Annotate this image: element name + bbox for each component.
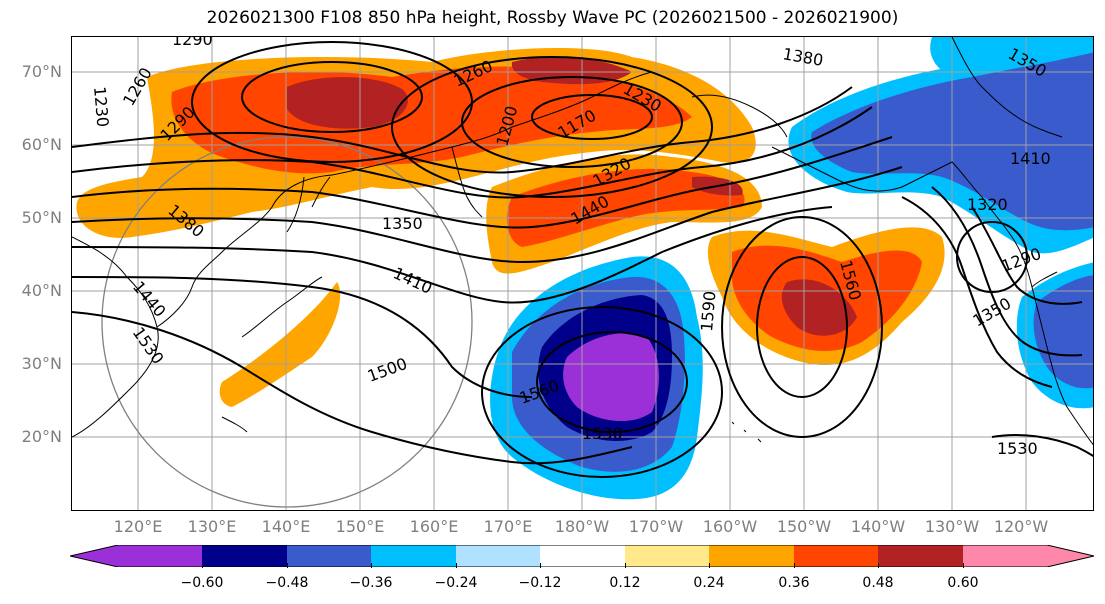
- contour-label: 1440: [129, 277, 170, 320]
- lat-label-70: 70°N: [21, 62, 62, 81]
- lon-label-150e: 150°E: [335, 517, 385, 536]
- colorbar-segment: [371, 545, 456, 567]
- contour-label: 1380: [781, 44, 824, 70]
- contour-label: 1530: [997, 439, 1038, 458]
- colorbar-tick-mark: [540, 563, 541, 568]
- colorbar-tick-mark: [963, 563, 964, 568]
- lat-label-30: 30°N: [21, 354, 62, 373]
- lon-label-160e: 160°E: [409, 517, 459, 536]
- lat-label-50: 50°N: [21, 208, 62, 227]
- lon-label-150w: 150°W: [776, 517, 832, 536]
- lon-label-170e: 170°E: [483, 517, 533, 536]
- colorbar-segment: [287, 545, 371, 567]
- contour-label: 1410: [390, 263, 435, 297]
- colorbar-tick-mark: [878, 563, 879, 568]
- contour-label: 1230: [90, 86, 112, 128]
- contour-label: 1410: [1010, 149, 1051, 168]
- lat-label-40: 40°N: [21, 281, 62, 300]
- lon-label-180w: 180°W: [554, 517, 610, 536]
- lon-label-170w: 170°W: [628, 517, 684, 536]
- colorbar-segment: [709, 545, 794, 567]
- map-panel: 1290 1230 1260 1290 1260 1230 1200 1170 …: [71, 36, 1094, 511]
- negative-anomaly-light: [930, 37, 1093, 77]
- lon-label-130w: 130°W: [924, 517, 980, 536]
- chart-title: 2026021300 F108 850 hPa height, Rossby W…: [206, 8, 899, 28]
- colorbar-segment: [540, 545, 625, 567]
- colorbar-segment: [794, 545, 878, 567]
- lon-label-120w: 120°W: [993, 517, 1049, 536]
- colorbar-tick-mark: [371, 563, 372, 568]
- colorbar-tick-mark: [794, 563, 795, 568]
- lat-label-60: 60°N: [21, 135, 62, 154]
- colorbar-segment: [878, 545, 963, 567]
- contour-label: 1290: [172, 37, 213, 49]
- height-contours: [72, 41, 1093, 478]
- colorbar-tick-mark: [709, 563, 710, 568]
- lat-label-20: 20°N: [21, 427, 62, 446]
- positive-anomaly-siberia-peak: [287, 77, 408, 129]
- contour-label: 1530: [582, 424, 623, 443]
- map-svg: 1290 1230 1260 1290 1260 1230 1200 1170 …: [72, 37, 1093, 510]
- contour-label: 1590: [697, 290, 719, 332]
- positive-anomaly-goa-peak: [781, 279, 857, 336]
- contour-label: 1320: [967, 195, 1008, 214]
- colorbar-tick-label: 0.24: [693, 575, 725, 591]
- colorbar-tick-label: −0.60: [180, 575, 224, 591]
- colorbar: [70, 545, 1095, 567]
- colorbar-segment: [202, 545, 287, 567]
- colorbar-tick-label: −0.24: [434, 575, 478, 591]
- colorbar-tick-label: −0.36: [349, 575, 393, 591]
- colorbar-segments: [70, 545, 1094, 567]
- colorbar-tick-mark: [202, 563, 203, 568]
- colorbar-extend-min: [70, 545, 202, 567]
- colorbar-tick-label: 0.36: [778, 575, 810, 591]
- colorbar-outline: [70, 545, 1095, 567]
- colorbar-tick-label: −0.48: [265, 575, 309, 591]
- contour-label: 1500: [365, 354, 410, 386]
- colorbar-tick-label: 0.12: [609, 575, 641, 591]
- lon-label-160w: 160°W: [702, 517, 758, 536]
- positive-anomaly-japan: [219, 282, 341, 407]
- colorbar-extend-max: [963, 545, 1094, 567]
- lon-label-140e: 140°E: [261, 517, 311, 536]
- colorbar-tick-mark: [287, 563, 288, 568]
- contour-label: 1290: [999, 244, 1044, 276]
- colorbar-tick-label: 0.60: [947, 575, 979, 591]
- domain-circle: [101, 136, 473, 508]
- colorbar-segment: [456, 545, 540, 567]
- colorbar-tick-mark: [625, 563, 626, 568]
- colorbar-tick-mark: [456, 563, 457, 568]
- colorbar-segment: [625, 545, 709, 567]
- colorbar-tick-label: −0.12: [518, 575, 562, 591]
- lon-label-130e: 130°E: [187, 517, 237, 536]
- colorbar-tick-label: 0.48: [862, 575, 894, 591]
- contour-label: 1350: [382, 214, 423, 233]
- negative-anomaly-cpac-core: [563, 333, 659, 422]
- lon-label-140w: 140°W: [850, 517, 906, 536]
- lon-label-120e: 120°E: [113, 517, 163, 536]
- positive-anomaly-siberia-peak-2: [511, 56, 632, 85]
